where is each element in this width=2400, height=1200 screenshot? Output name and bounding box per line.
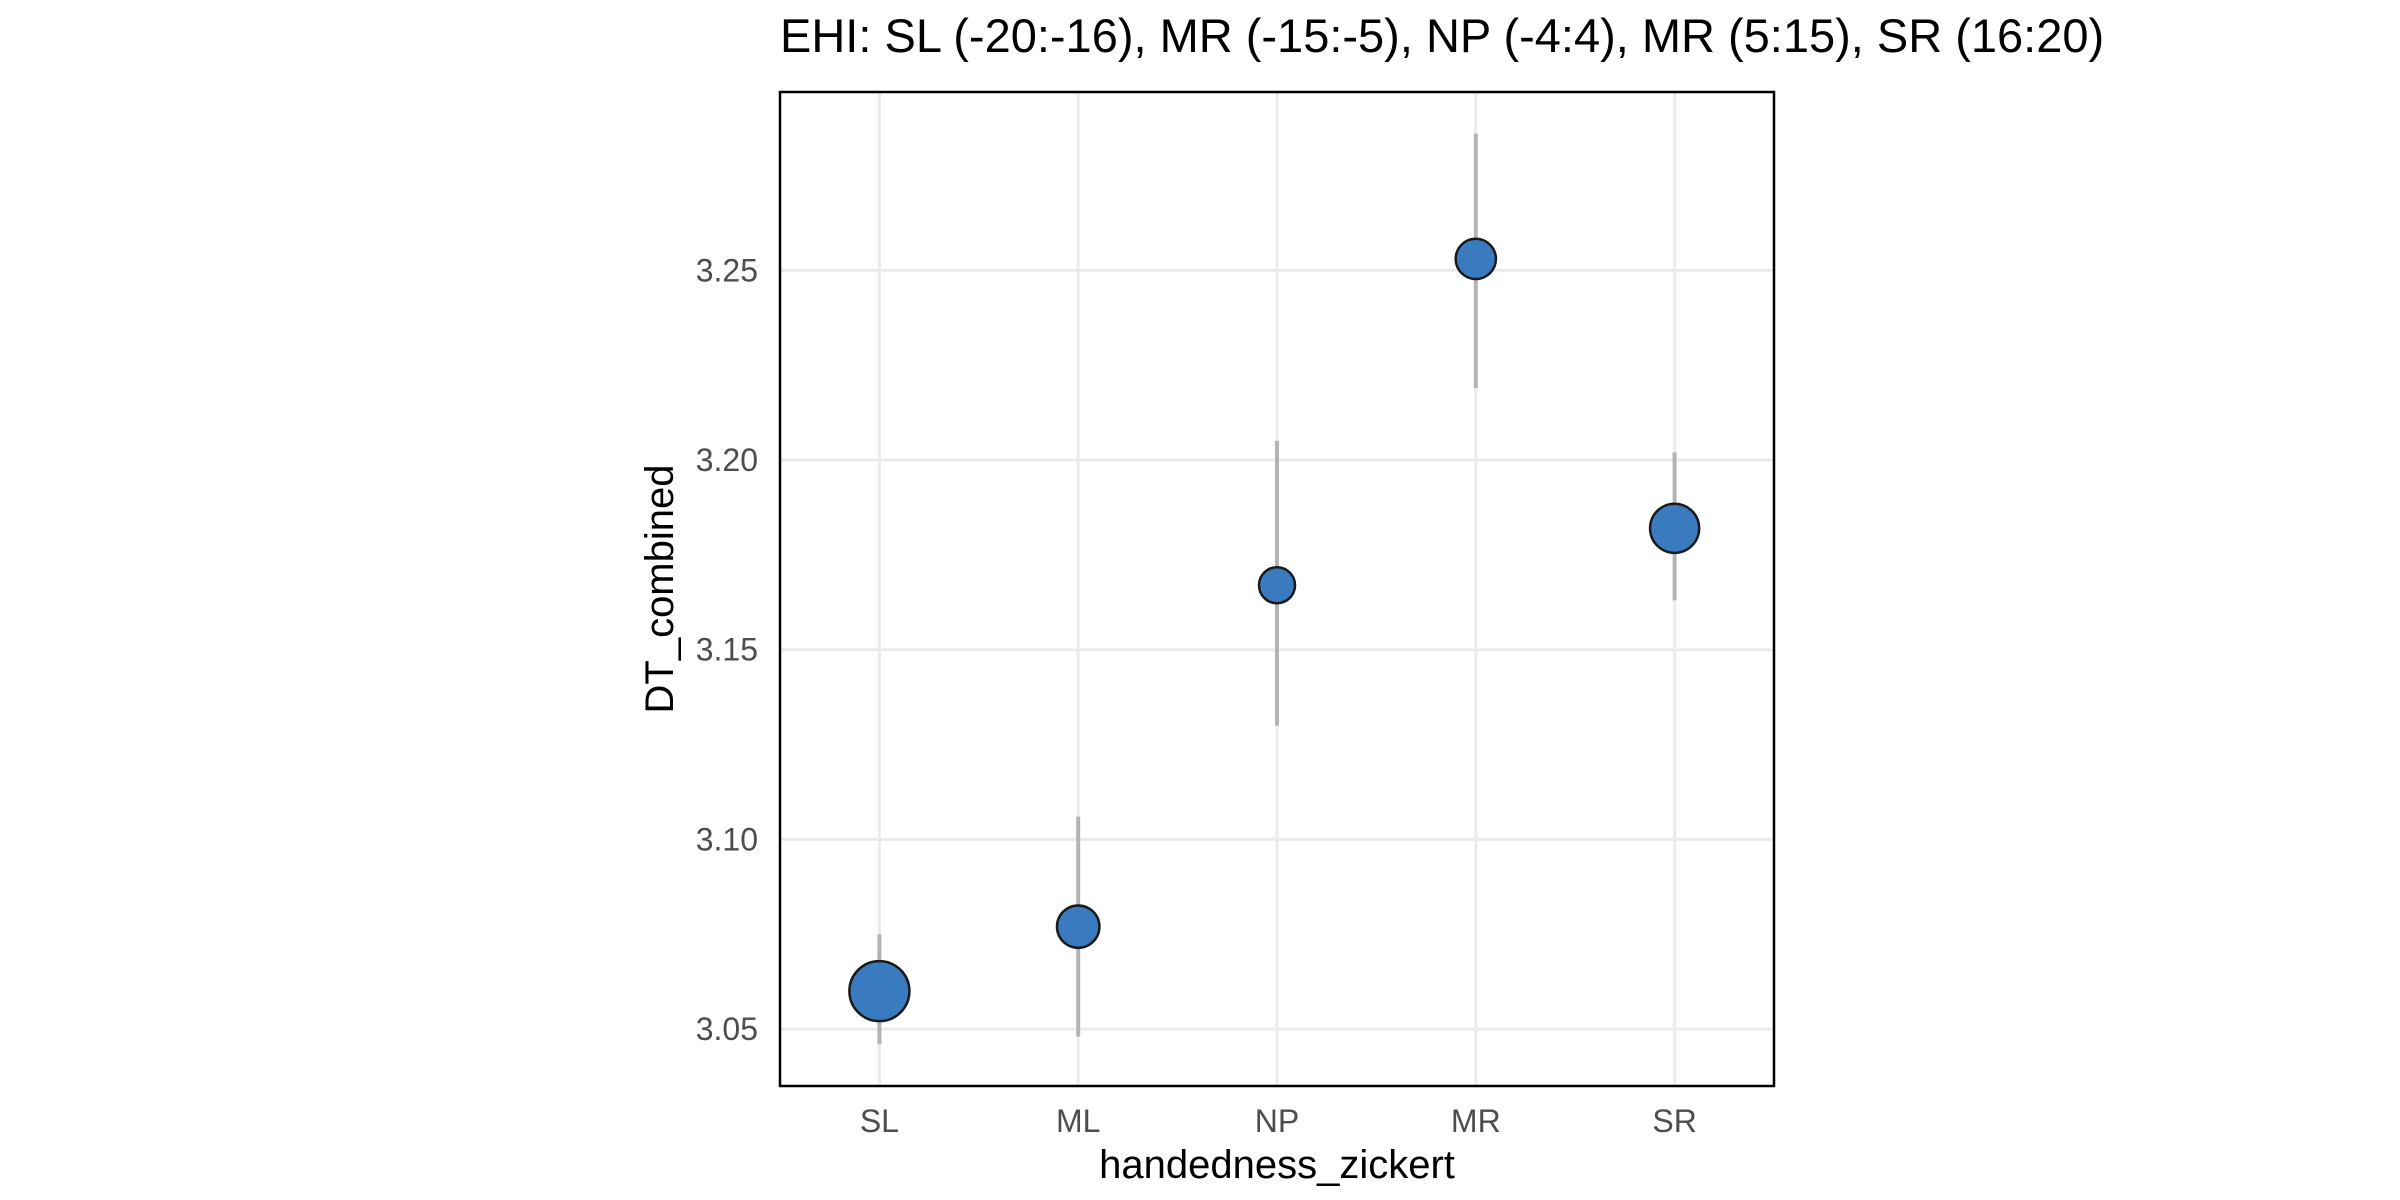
- data-points: [848, 237, 1701, 1023]
- data-point-np: [1257, 565, 1297, 605]
- x-tick-label: ML: [1056, 1103, 1100, 1139]
- data-point-mr: [1454, 237, 1498, 281]
- y-tick-label: 3.05: [696, 1011, 758, 1047]
- chart-title: EHI: SL (-20:-16), MR (-15:-5), NP (-4:4…: [780, 9, 2104, 62]
- data-point-sl: [848, 959, 911, 1023]
- y-tick-label: 3.25: [696, 252, 758, 288]
- x-tick-label: SL: [860, 1103, 899, 1139]
- y-axis-ticks: 3.05 3.10 3.15 3.20 3.25: [696, 252, 758, 1047]
- x-axis-title: handedness_zickert: [1099, 1143, 1455, 1187]
- data-point-sr: [1648, 502, 1701, 555]
- data-point-ml: [1055, 904, 1101, 950]
- y-axis-title: DT_combined: [638, 464, 682, 713]
- x-tick-label: SR: [1652, 1103, 1696, 1139]
- plot-panel-border: [778, 90, 1776, 1088]
- y-tick-label: 3.15: [696, 632, 758, 668]
- x-tick-label: NP: [1255, 1103, 1299, 1139]
- y-tick-label: 3.10: [696, 821, 758, 857]
- x-tick-label: MR: [1451, 1103, 1501, 1139]
- grid-lines: [780, 92, 1774, 1086]
- x-axis-ticks: SL ML NP MR SR: [860, 1103, 1697, 1139]
- y-tick-label: 3.20: [696, 442, 758, 478]
